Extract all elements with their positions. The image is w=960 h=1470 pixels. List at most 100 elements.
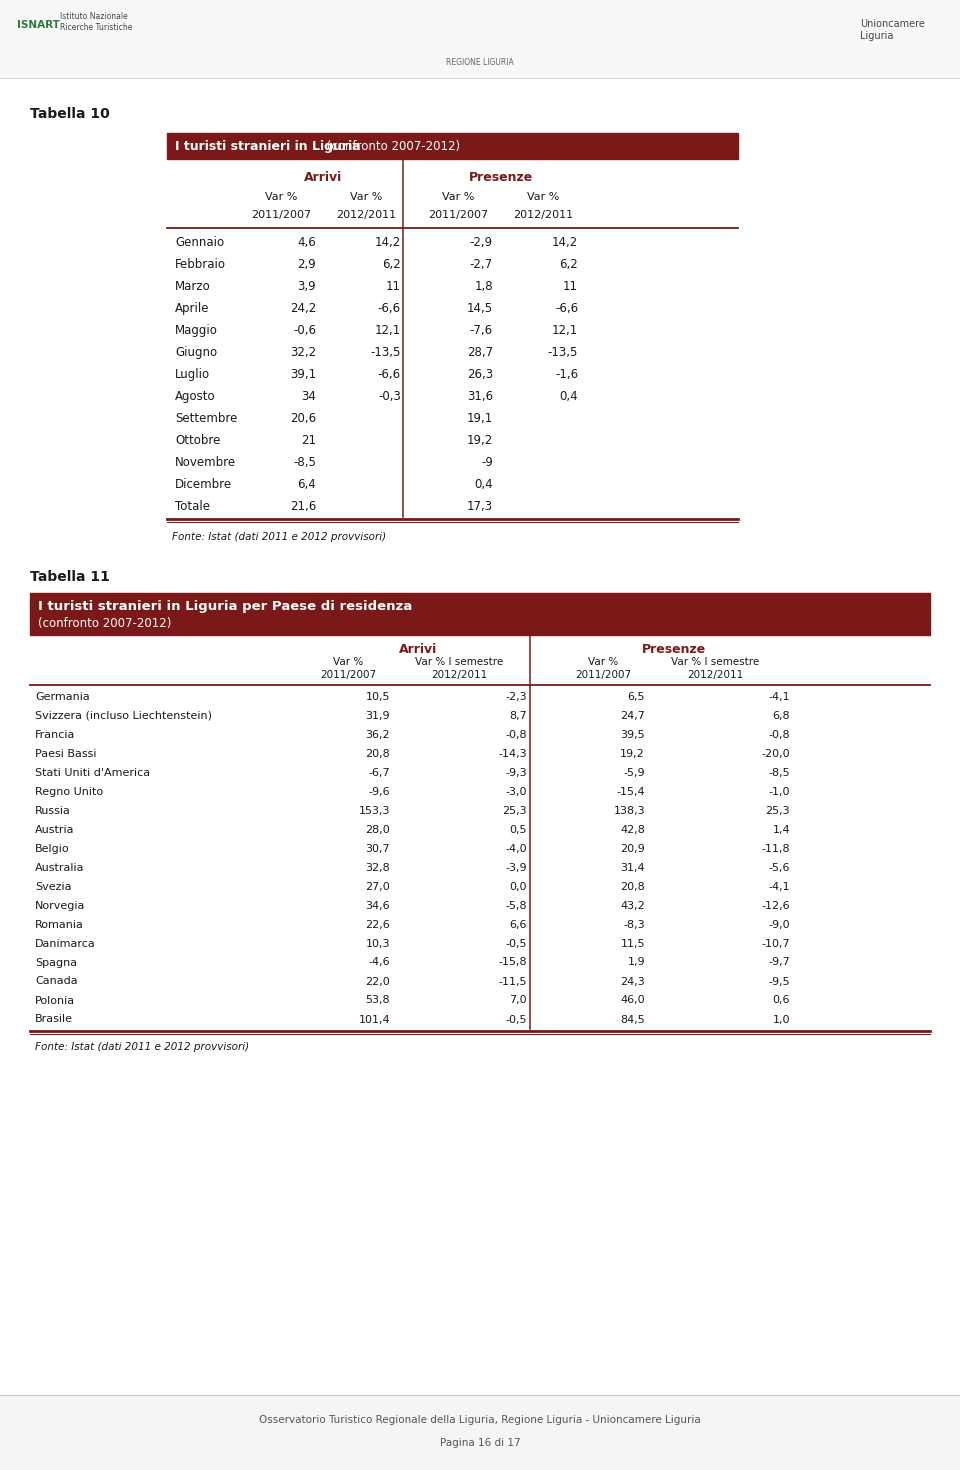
- Text: Fonte: Istat (dati 2011 e 2012 provvisori): Fonte: Istat (dati 2011 e 2012 provvisor…: [172, 532, 386, 542]
- Text: -6,6: -6,6: [378, 301, 401, 315]
- Text: 2012/2011: 2012/2011: [431, 670, 487, 681]
- Text: Novembre: Novembre: [175, 456, 236, 469]
- Bar: [0, 1395, 960, 1470]
- Text: Germania: Germania: [35, 691, 89, 701]
- Text: -9,7: -9,7: [768, 957, 790, 967]
- Text: -0,3: -0,3: [378, 390, 401, 403]
- Text: Australia: Australia: [35, 863, 84, 873]
- Text: 6,4: 6,4: [298, 478, 316, 491]
- Text: -9,3: -9,3: [505, 767, 527, 778]
- Text: Presenze: Presenze: [642, 642, 707, 656]
- Text: -3,9: -3,9: [505, 863, 527, 873]
- Text: 34,6: 34,6: [366, 901, 390, 910]
- Text: Presenze: Presenze: [468, 171, 533, 184]
- Text: 42,8: 42,8: [620, 825, 645, 835]
- Bar: [167, 132, 738, 159]
- Text: 30,7: 30,7: [366, 844, 390, 854]
- Text: (confronto 2007-2012): (confronto 2007-2012): [323, 140, 460, 153]
- Text: 2012/2011: 2012/2011: [686, 670, 743, 681]
- Text: Polonia: Polonia: [35, 995, 75, 1005]
- Text: Var %: Var %: [349, 193, 382, 201]
- Text: Var % I semestre: Var % I semestre: [671, 657, 759, 667]
- Text: Svezia: Svezia: [35, 882, 71, 891]
- Text: Aprile: Aprile: [175, 301, 209, 315]
- Text: 1,0: 1,0: [773, 1014, 790, 1025]
- Text: 0,4: 0,4: [560, 390, 578, 403]
- Text: Austria: Austria: [35, 825, 75, 835]
- Text: 12,1: 12,1: [374, 323, 401, 337]
- Text: 31,4: 31,4: [620, 863, 645, 873]
- Text: 0,4: 0,4: [474, 478, 493, 491]
- Text: 1,4: 1,4: [773, 825, 790, 835]
- Text: 6,8: 6,8: [773, 710, 790, 720]
- Text: Var % I semestre: Var % I semestre: [415, 657, 503, 667]
- Text: -15,8: -15,8: [498, 957, 527, 967]
- Text: -4,6: -4,6: [369, 957, 390, 967]
- Bar: [30, 592, 930, 635]
- Text: 11: 11: [563, 279, 578, 293]
- Text: -2,9: -2,9: [469, 235, 493, 248]
- Text: 43,2: 43,2: [620, 901, 645, 910]
- Text: -11,8: -11,8: [761, 844, 790, 854]
- Text: -5,9: -5,9: [623, 767, 645, 778]
- Text: 32,8: 32,8: [365, 863, 390, 873]
- Text: 4,6: 4,6: [298, 235, 316, 248]
- Text: Var %: Var %: [333, 657, 363, 667]
- Text: 84,5: 84,5: [620, 1014, 645, 1025]
- Text: 11,5: 11,5: [620, 938, 645, 948]
- Text: 17,3: 17,3: [467, 500, 493, 513]
- Text: 153,3: 153,3: [358, 806, 390, 816]
- Text: Tabella 11: Tabella 11: [30, 570, 109, 584]
- Text: 19,1: 19,1: [467, 412, 493, 425]
- Text: 12,1: 12,1: [552, 323, 578, 337]
- Text: 14,2: 14,2: [552, 235, 578, 248]
- Bar: [0, 0, 960, 78]
- Text: -20,0: -20,0: [761, 748, 790, 759]
- Text: Agosto: Agosto: [175, 390, 216, 403]
- Text: Pagina 16 di 17: Pagina 16 di 17: [440, 1438, 520, 1448]
- Text: 6,2: 6,2: [382, 257, 401, 270]
- Text: -2,7: -2,7: [469, 257, 493, 270]
- Text: -4,1: -4,1: [768, 882, 790, 891]
- Text: -9,5: -9,5: [768, 976, 790, 986]
- Text: -6,6: -6,6: [555, 301, 578, 315]
- Text: -8,5: -8,5: [293, 456, 316, 469]
- Text: Var %: Var %: [588, 657, 618, 667]
- Text: -14,3: -14,3: [498, 748, 527, 759]
- Text: -6,7: -6,7: [369, 767, 390, 778]
- Text: 32,2: 32,2: [290, 345, 316, 359]
- Text: 25,3: 25,3: [765, 806, 790, 816]
- Text: 2012/2011: 2012/2011: [513, 210, 573, 220]
- Text: Unioncamere
Liguria: Unioncamere Liguria: [860, 19, 924, 41]
- Text: Var %: Var %: [265, 193, 298, 201]
- Text: REGIONE LIGURIA: REGIONE LIGURIA: [446, 57, 514, 66]
- Text: Febbraio: Febbraio: [175, 257, 226, 270]
- Text: -1,6: -1,6: [555, 368, 578, 381]
- Text: 11: 11: [386, 279, 401, 293]
- Text: Maggio: Maggio: [175, 323, 218, 337]
- Text: 14,5: 14,5: [467, 301, 493, 315]
- Text: -1,0: -1,0: [769, 786, 790, 797]
- Text: Tabella 10: Tabella 10: [30, 107, 109, 121]
- Text: -7,6: -7,6: [469, 323, 493, 337]
- Text: -15,4: -15,4: [616, 786, 645, 797]
- Text: 6,6: 6,6: [510, 920, 527, 929]
- Text: 6,2: 6,2: [560, 257, 578, 270]
- Text: -9: -9: [481, 456, 493, 469]
- Text: -13,5: -13,5: [547, 345, 578, 359]
- Text: ISNART: ISNART: [17, 21, 60, 29]
- Text: Luglio: Luglio: [175, 368, 210, 381]
- Text: 14,2: 14,2: [374, 235, 401, 248]
- Text: I turisti stranieri in Liguria per Paese di residenza: I turisti stranieri in Liguria per Paese…: [38, 600, 412, 613]
- Text: -0,8: -0,8: [505, 729, 527, 739]
- Text: 0,0: 0,0: [510, 882, 527, 891]
- Text: Romania: Romania: [35, 920, 84, 929]
- Text: 20,8: 20,8: [365, 748, 390, 759]
- Text: Brasile: Brasile: [35, 1014, 73, 1025]
- Text: 2011/2007: 2011/2007: [320, 670, 376, 681]
- Text: Arrivi: Arrivi: [399, 642, 438, 656]
- Text: 28,7: 28,7: [467, 345, 493, 359]
- Text: (confronto 2007-2012): (confronto 2007-2012): [38, 616, 172, 629]
- Text: 28,0: 28,0: [365, 825, 390, 835]
- Text: -9,6: -9,6: [369, 786, 390, 797]
